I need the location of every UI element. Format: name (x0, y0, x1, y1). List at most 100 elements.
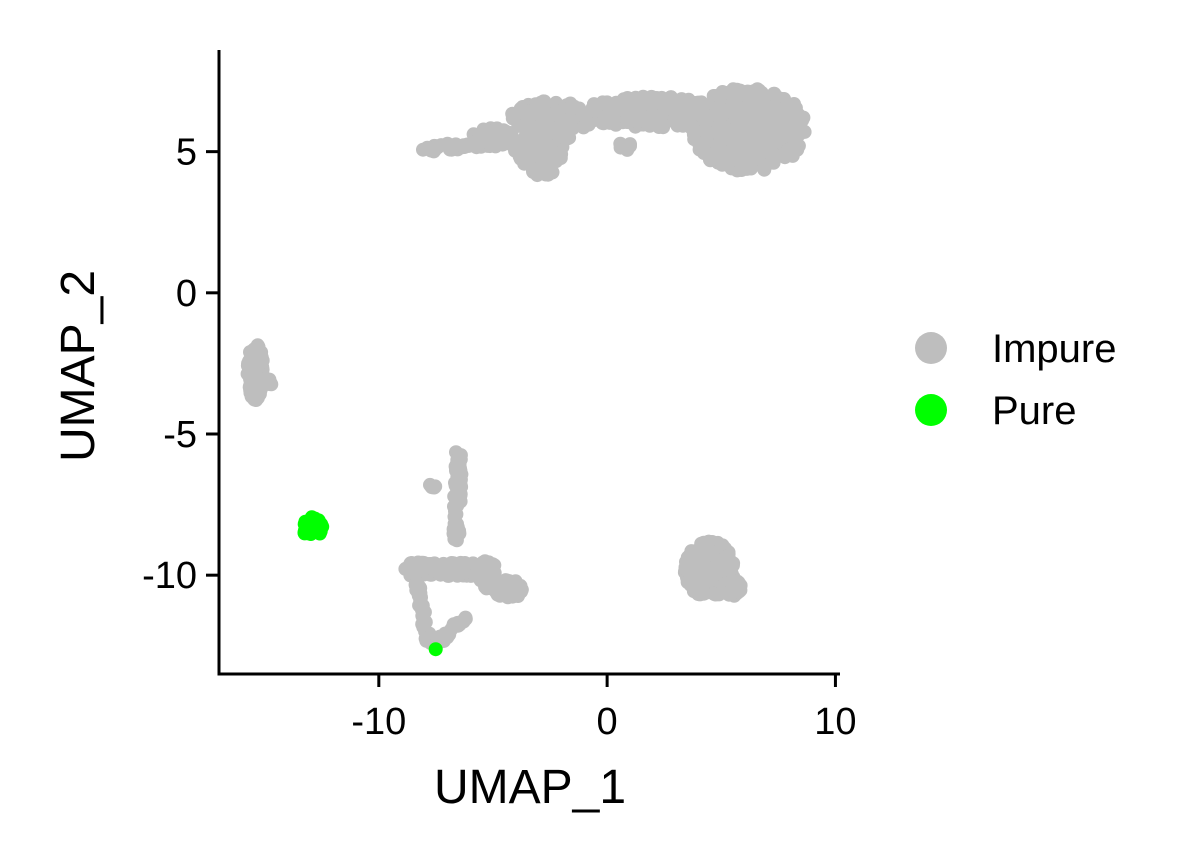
data-point-impure (600, 98, 615, 113)
data-point-impure (481, 135, 495, 150)
data-point-impure (643, 108, 658, 123)
data-point-impure (729, 101, 744, 116)
data-point-impure (537, 94, 552, 109)
legend-item-impure: Impure (915, 327, 1117, 371)
data-point-impure (627, 102, 641, 116)
data-point-impure (636, 89, 651, 104)
data-point-impure (559, 122, 574, 137)
data-point-impure (445, 557, 460, 572)
data-point-impure (413, 581, 428, 596)
data-point-impure (426, 141, 441, 156)
data-point-impure (527, 162, 542, 177)
y-tick-label: 5 (176, 132, 197, 174)
x-tick-label: 0 (597, 701, 618, 743)
data-point-impure (757, 137, 772, 151)
data-point-impure (652, 120, 666, 134)
data-point-impure (478, 559, 493, 574)
data-point-impure (729, 141, 744, 156)
data-point-impure (612, 101, 627, 115)
data-point-impure (674, 107, 689, 122)
data-point-impure (469, 140, 484, 155)
data-point-impure (729, 120, 744, 135)
x-tick-label: -10 (351, 701, 406, 743)
data-point-impure (692, 549, 707, 564)
data-point-impure (243, 372, 258, 387)
data-point-impure (713, 128, 728, 143)
data-point-impure (718, 550, 733, 565)
x-tick-label: 10 (814, 701, 856, 743)
data-point-impure (454, 467, 469, 482)
data-point-impure (679, 559, 694, 574)
data-point-impure (433, 629, 447, 644)
data-point-impure (729, 86, 744, 101)
data-point-impure (595, 115, 610, 130)
series-impure (240, 82, 812, 650)
data-point-impure (248, 355, 263, 370)
data-point-impure (447, 516, 462, 531)
data-point-impure (414, 561, 429, 576)
data-point-impure (541, 112, 556, 126)
data-point-impure (504, 575, 519, 590)
data-point-impure (564, 102, 579, 117)
data-point-impure (576, 107, 591, 122)
data-point-impure (423, 477, 437, 492)
legend-item-pure: Pure (915, 389, 1077, 433)
data-point-impure (777, 125, 792, 140)
data-point-pure (297, 526, 312, 541)
data-point-impure (708, 107, 723, 122)
legend-label: Pure (992, 389, 1077, 433)
data-point-impure (450, 615, 465, 630)
scatter-points (240, 82, 812, 657)
data-point-impure (448, 478, 463, 493)
legend: Impure Pure (915, 327, 1117, 433)
data-point-impure (263, 375, 278, 390)
data-point-impure (686, 584, 701, 599)
data-point-impure (764, 100, 779, 114)
data-point-pure (428, 642, 443, 657)
data-point-pure (310, 520, 325, 535)
data-point-impure (581, 117, 596, 132)
data-point-impure (757, 89, 772, 104)
data-point-impure (413, 591, 428, 606)
data-point-impure (478, 579, 493, 594)
data-point-impure (416, 142, 430, 157)
data-point-impure (415, 617, 430, 632)
data-point-impure (490, 121, 504, 136)
data-point-impure (654, 108, 669, 123)
data-point-impure (447, 532, 462, 546)
data-point-impure (739, 161, 754, 176)
data-point-impure (647, 91, 662, 105)
data-point-impure (697, 136, 712, 151)
y-tick-label: -10 (142, 555, 197, 597)
data-point-impure (442, 568, 457, 583)
data-point-impure (513, 151, 528, 166)
data-point-impure (457, 140, 472, 154)
data-point-impure (613, 136, 628, 151)
data-point-impure (758, 158, 773, 173)
series-pure (297, 510, 443, 657)
data-point-impure (724, 574, 739, 589)
data-point-impure (703, 544, 718, 559)
data-point-impure (747, 114, 762, 129)
data-point-impure (715, 157, 730, 172)
data-point-impure (630, 114, 645, 129)
y-tick-label: 0 (176, 273, 197, 315)
y-axis-title: UMAP_2 (52, 270, 105, 462)
data-point-impure (246, 390, 261, 405)
data-point-impure (586, 97, 601, 112)
data-point-impure (536, 136, 551, 151)
x-axis-title: UMAP_1 (434, 761, 626, 814)
data-point-impure (502, 125, 517, 140)
data-point-impure (689, 97, 704, 112)
data-point-impure (776, 147, 791, 162)
data-point-impure (780, 97, 795, 112)
legend-key (915, 394, 947, 426)
y-tick-label: -5 (163, 414, 197, 456)
data-point-impure (522, 110, 537, 125)
data-point-impure (620, 91, 635, 105)
data-point-impure (541, 167, 556, 182)
data-point-impure (452, 456, 467, 471)
legend-key (915, 332, 947, 364)
data-point-impure (457, 565, 472, 580)
